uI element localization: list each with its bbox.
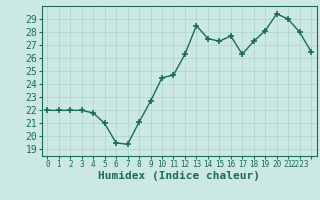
X-axis label: Humidex (Indice chaleur): Humidex (Indice chaleur) bbox=[98, 171, 260, 181]
